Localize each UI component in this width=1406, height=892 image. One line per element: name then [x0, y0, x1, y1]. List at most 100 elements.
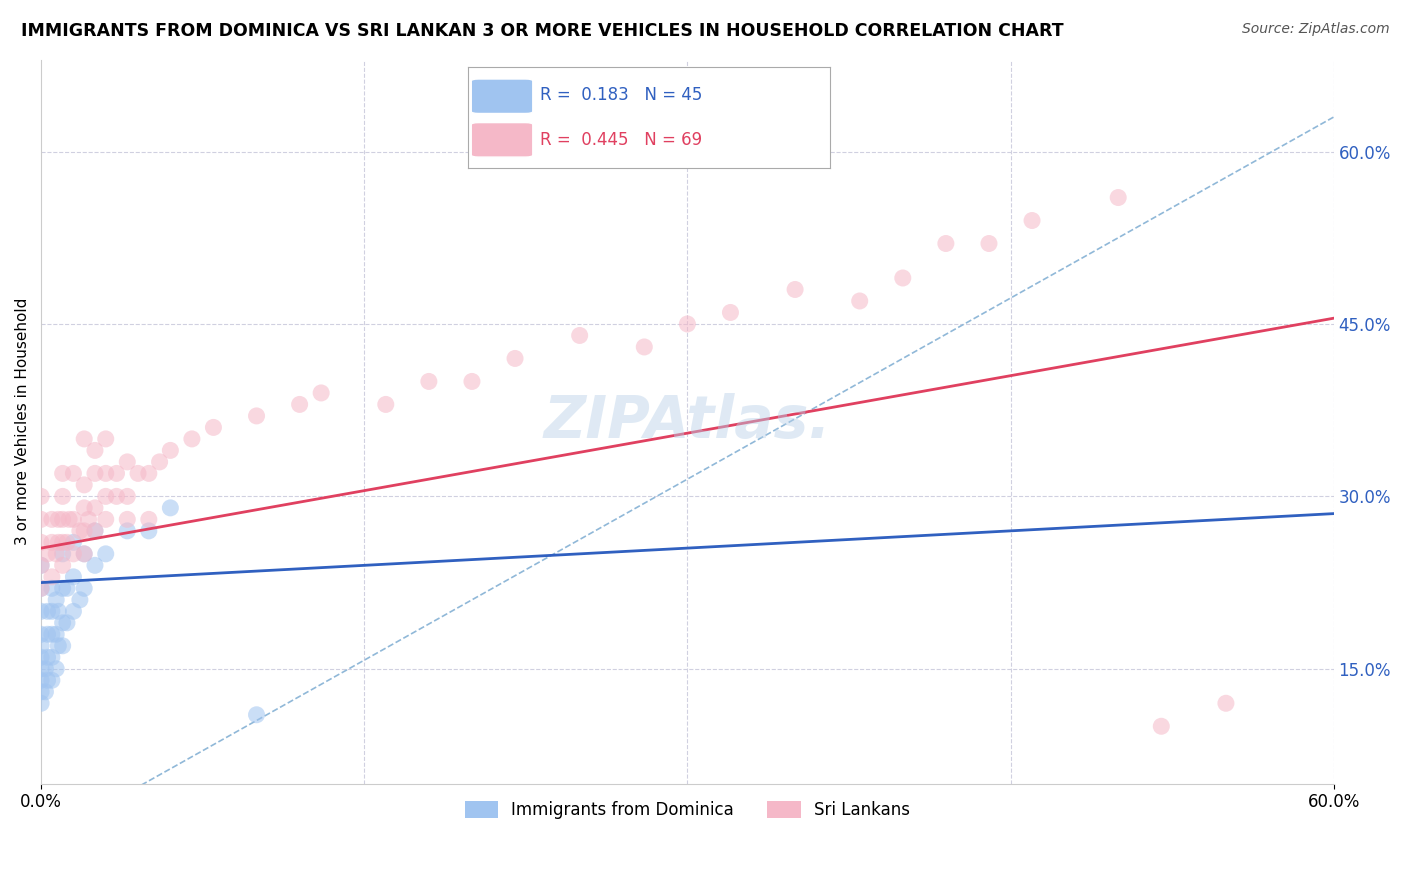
Point	[84, 443, 107, 458]
Point	[37, 673, 59, 688]
Point	[56, 535, 79, 549]
Point	[138, 467, 160, 481]
Point	[46, 512, 69, 526]
Point	[52, 615, 75, 630]
Point	[94, 512, 117, 526]
Point	[62, 570, 84, 584]
Point	[30, 582, 52, 596]
Point	[30, 512, 52, 526]
Point	[45, 547, 67, 561]
Point	[46, 535, 69, 549]
Point	[52, 547, 75, 561]
Point	[84, 558, 107, 573]
Point	[94, 547, 117, 561]
Point	[56, 582, 79, 596]
Point	[418, 375, 440, 389]
Point	[73, 500, 96, 515]
Point	[676, 317, 699, 331]
Point	[1150, 719, 1173, 733]
Point	[41, 627, 63, 641]
Point	[77, 512, 100, 526]
Point	[245, 409, 267, 423]
Point	[30, 685, 52, 699]
Point	[52, 535, 75, 549]
Point	[138, 512, 160, 526]
Point	[73, 547, 96, 561]
Point	[94, 489, 117, 503]
Point	[46, 639, 69, 653]
Point	[568, 328, 591, 343]
Point	[37, 627, 59, 641]
Point	[84, 467, 107, 481]
Point	[180, 432, 202, 446]
Point	[52, 558, 75, 573]
Point	[30, 558, 52, 573]
Point	[935, 236, 957, 251]
Point	[30, 639, 52, 653]
Point	[30, 696, 52, 710]
Point	[52, 582, 75, 596]
Point	[309, 386, 332, 401]
Point	[117, 489, 139, 503]
Point	[30, 627, 52, 641]
Point	[62, 512, 84, 526]
Point	[977, 236, 1000, 251]
Point	[374, 397, 396, 411]
Point	[45, 627, 67, 641]
Point	[41, 570, 63, 584]
Point	[46, 604, 69, 618]
Point	[461, 375, 484, 389]
Point	[783, 283, 806, 297]
Point	[69, 524, 91, 538]
Point	[1215, 696, 1237, 710]
Point	[1107, 190, 1129, 204]
Y-axis label: 3 or more Vehicles in Household: 3 or more Vehicles in Household	[15, 298, 30, 545]
Point	[41, 604, 63, 618]
Point	[37, 547, 59, 561]
Text: Source: ZipAtlas.com: Source: ZipAtlas.com	[1241, 22, 1389, 37]
Point	[30, 662, 52, 676]
Point	[127, 467, 149, 481]
Point	[891, 271, 914, 285]
Point	[117, 512, 139, 526]
Point	[159, 443, 181, 458]
Point	[105, 467, 128, 481]
Text: IMMIGRANTS FROM DOMINICA VS SRI LANKAN 3 OR MORE VEHICLES IN HOUSEHOLD CORRELATI: IMMIGRANTS FROM DOMINICA VS SRI LANKAN 3…	[21, 22, 1064, 40]
Point	[149, 455, 172, 469]
Point	[720, 305, 742, 319]
Point	[84, 500, 107, 515]
Point	[30, 604, 52, 618]
Point	[41, 512, 63, 526]
Point	[45, 592, 67, 607]
Point	[1021, 213, 1043, 227]
Point	[30, 582, 52, 596]
Point	[62, 535, 84, 549]
Point	[58, 512, 80, 526]
Legend: Immigrants from Dominica, Sri Lankans: Immigrants from Dominica, Sri Lankans	[458, 795, 917, 826]
Point	[62, 604, 84, 618]
Point	[117, 455, 139, 469]
Point	[633, 340, 655, 354]
Point	[34, 662, 56, 676]
Point	[41, 582, 63, 596]
Point	[62, 467, 84, 481]
Point	[117, 524, 139, 538]
Point	[37, 650, 59, 665]
Point	[503, 351, 526, 366]
Point	[105, 489, 128, 503]
Point	[84, 524, 107, 538]
Point	[30, 673, 52, 688]
Point	[245, 707, 267, 722]
Point	[37, 604, 59, 618]
Point	[73, 524, 96, 538]
Point	[30, 489, 52, 503]
Point	[94, 467, 117, 481]
Point	[288, 397, 311, 411]
Point	[52, 489, 75, 503]
Point	[56, 615, 79, 630]
Point	[34, 685, 56, 699]
Point	[73, 547, 96, 561]
Point	[69, 592, 91, 607]
Point	[41, 673, 63, 688]
Point	[848, 293, 870, 308]
